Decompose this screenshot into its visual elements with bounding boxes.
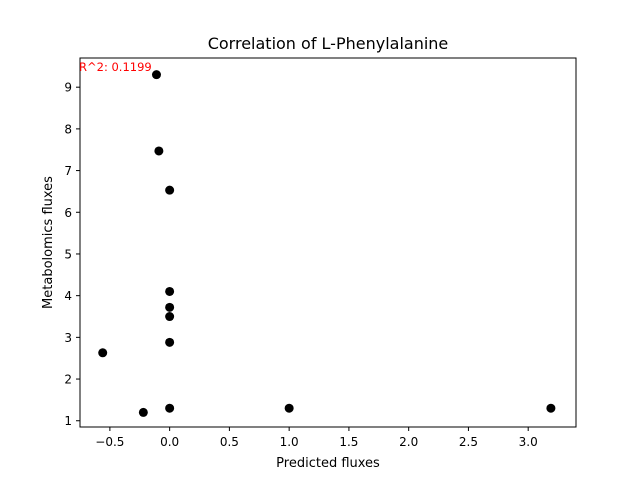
x-tick-label: 2.0 (399, 435, 418, 449)
data-point (165, 312, 175, 322)
chart-title: Correlation of L-Phenylalanine (208, 34, 449, 53)
y-tick-label: 9 (64, 81, 72, 95)
x-axis-label: Predicted fluxes (276, 456, 380, 471)
y-tick-label: 2 (64, 373, 72, 387)
data-point (165, 286, 175, 296)
data-point (165, 302, 175, 312)
data-point (98, 348, 108, 358)
x-tick-label: 0.0 (160, 435, 179, 449)
x-tick-label: −0.5 (95, 435, 124, 449)
y-tick-label: 5 (64, 247, 72, 261)
data-point (165, 403, 175, 413)
r-squared-annotation: R^2: 0.1199 (79, 60, 152, 74)
data-point (138, 407, 148, 417)
y-tick-label: 4 (64, 289, 72, 303)
y-tick-label: 6 (64, 206, 72, 220)
y-axis-ticks: 1 2 3 4 5 6 7 8 9 (64, 81, 80, 428)
data-point (151, 70, 161, 80)
y-tick-label: 8 (64, 122, 72, 136)
x-tick-label: 1.0 (280, 435, 299, 449)
data-point (546, 403, 556, 413)
y-tick-label: 3 (64, 331, 72, 345)
x-axis-ticks: −0.5 0.0 0.5 1.0 1.5 2.0 2.5 3.0 (95, 427, 538, 449)
data-point (165, 185, 175, 195)
x-tick-label: 1.5 (339, 435, 358, 449)
data-points (98, 70, 556, 417)
y-axis-label: Metabolomics fluxes (41, 176, 56, 309)
y-tick-label: 1 (64, 414, 72, 428)
y-tick-label: 7 (64, 164, 72, 178)
data-point (165, 337, 175, 347)
data-point (154, 146, 164, 156)
x-tick-label: 3.0 (519, 435, 538, 449)
x-tick-label: 2.5 (459, 435, 478, 449)
plot-area-frame (79, 57, 577, 428)
data-point (284, 403, 294, 413)
x-tick-label: 0.5 (220, 435, 239, 449)
